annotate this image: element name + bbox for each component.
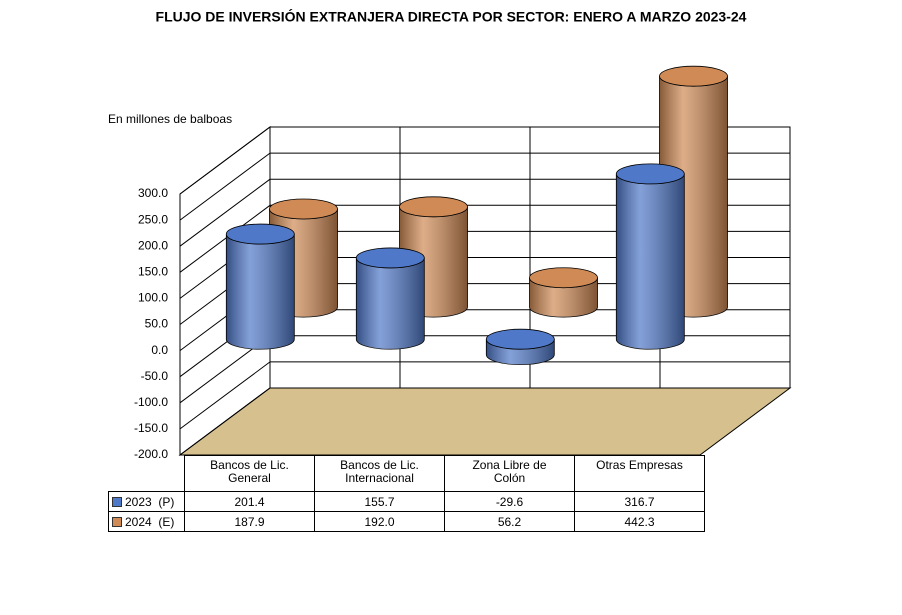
table-row: 2024 (E) 187.9 192.0 56.2 442.3	[108, 511, 705, 532]
category-label: Bancos de Lic. Internacional	[314, 455, 445, 492]
grid-line-side	[179, 361, 271, 430]
cylinder-top	[399, 196, 468, 218]
cylinder-top	[659, 65, 728, 87]
grid-line-side	[179, 204, 271, 273]
legend-label: 2024 (E)	[125, 514, 175, 529]
legend-swatch	[112, 496, 122, 507]
value-cell: 201.4	[184, 491, 315, 512]
legend-label: 2023 (P)	[125, 494, 175, 509]
cylinder-top	[529, 267, 598, 289]
cylinder-shade	[616, 173, 685, 350]
y-tick-label: 0.0	[151, 343, 168, 357]
grid-line-side	[179, 152, 271, 221]
category-label: Otras Empresas	[574, 455, 705, 492]
cylinder-shade	[486, 339, 555, 365]
cylinder-top	[485, 328, 555, 350]
value-cell: 187.9	[184, 511, 315, 532]
y-tick-label: -200.0	[134, 447, 168, 461]
legend-cell: 2023 (P)	[108, 491, 185, 512]
cylinder-top	[269, 198, 338, 220]
grid-line-side	[179, 387, 271, 456]
category-label: Bancos de Lic. General	[184, 455, 315, 492]
value-cell: 442.3	[574, 511, 705, 532]
data-table: Bancos de Lic. General Bancos de Lic. Int…	[108, 455, 705, 532]
cylinder-top	[615, 163, 685, 185]
category-label: Zona Libre de Colón	[444, 455, 575, 492]
y-tick-label: 100.0	[138, 291, 168, 305]
y-tick-label: 250.0	[138, 212, 168, 226]
y-axis-label: En millones de balboas	[108, 112, 232, 126]
value-cell: 56.2	[444, 511, 575, 532]
cylinder-shade	[356, 257, 425, 350]
y-tick-label: -150.0	[134, 421, 168, 435]
grid-line-side	[179, 126, 271, 195]
cylinder-top	[355, 247, 425, 269]
legend-cell: 2024 (E)	[108, 511, 185, 532]
y-tick-label: -100.0	[134, 395, 168, 409]
grid-line-side	[179, 178, 271, 247]
y-tick-label: 300.0	[138, 186, 168, 200]
cylinder-top	[225, 223, 295, 245]
legend-swatch	[112, 516, 122, 527]
blank-cell	[109, 456, 185, 492]
value-cell: -29.6	[444, 491, 575, 512]
cylinder-shade	[529, 277, 598, 318]
table-row: 2023 (P) 201.4 155.7 -29.6 316.7	[108, 491, 705, 512]
y-tick-label: 50.0	[145, 317, 169, 331]
y-tick-label: -50.0	[141, 369, 169, 383]
y-tick-label: 150.0	[138, 264, 168, 278]
value-cell: 155.7	[314, 491, 445, 512]
y-tick-label: 200.0	[138, 238, 168, 252]
value-cell: 192.0	[314, 511, 445, 532]
cylinder-shade	[226, 234, 295, 350]
floor	[178, 387, 792, 456]
chart-title: FLUJO DE INVERSIÓN EXTRANJERA DIRECTA PO…	[156, 8, 747, 25]
value-cell: 316.7	[574, 491, 705, 512]
